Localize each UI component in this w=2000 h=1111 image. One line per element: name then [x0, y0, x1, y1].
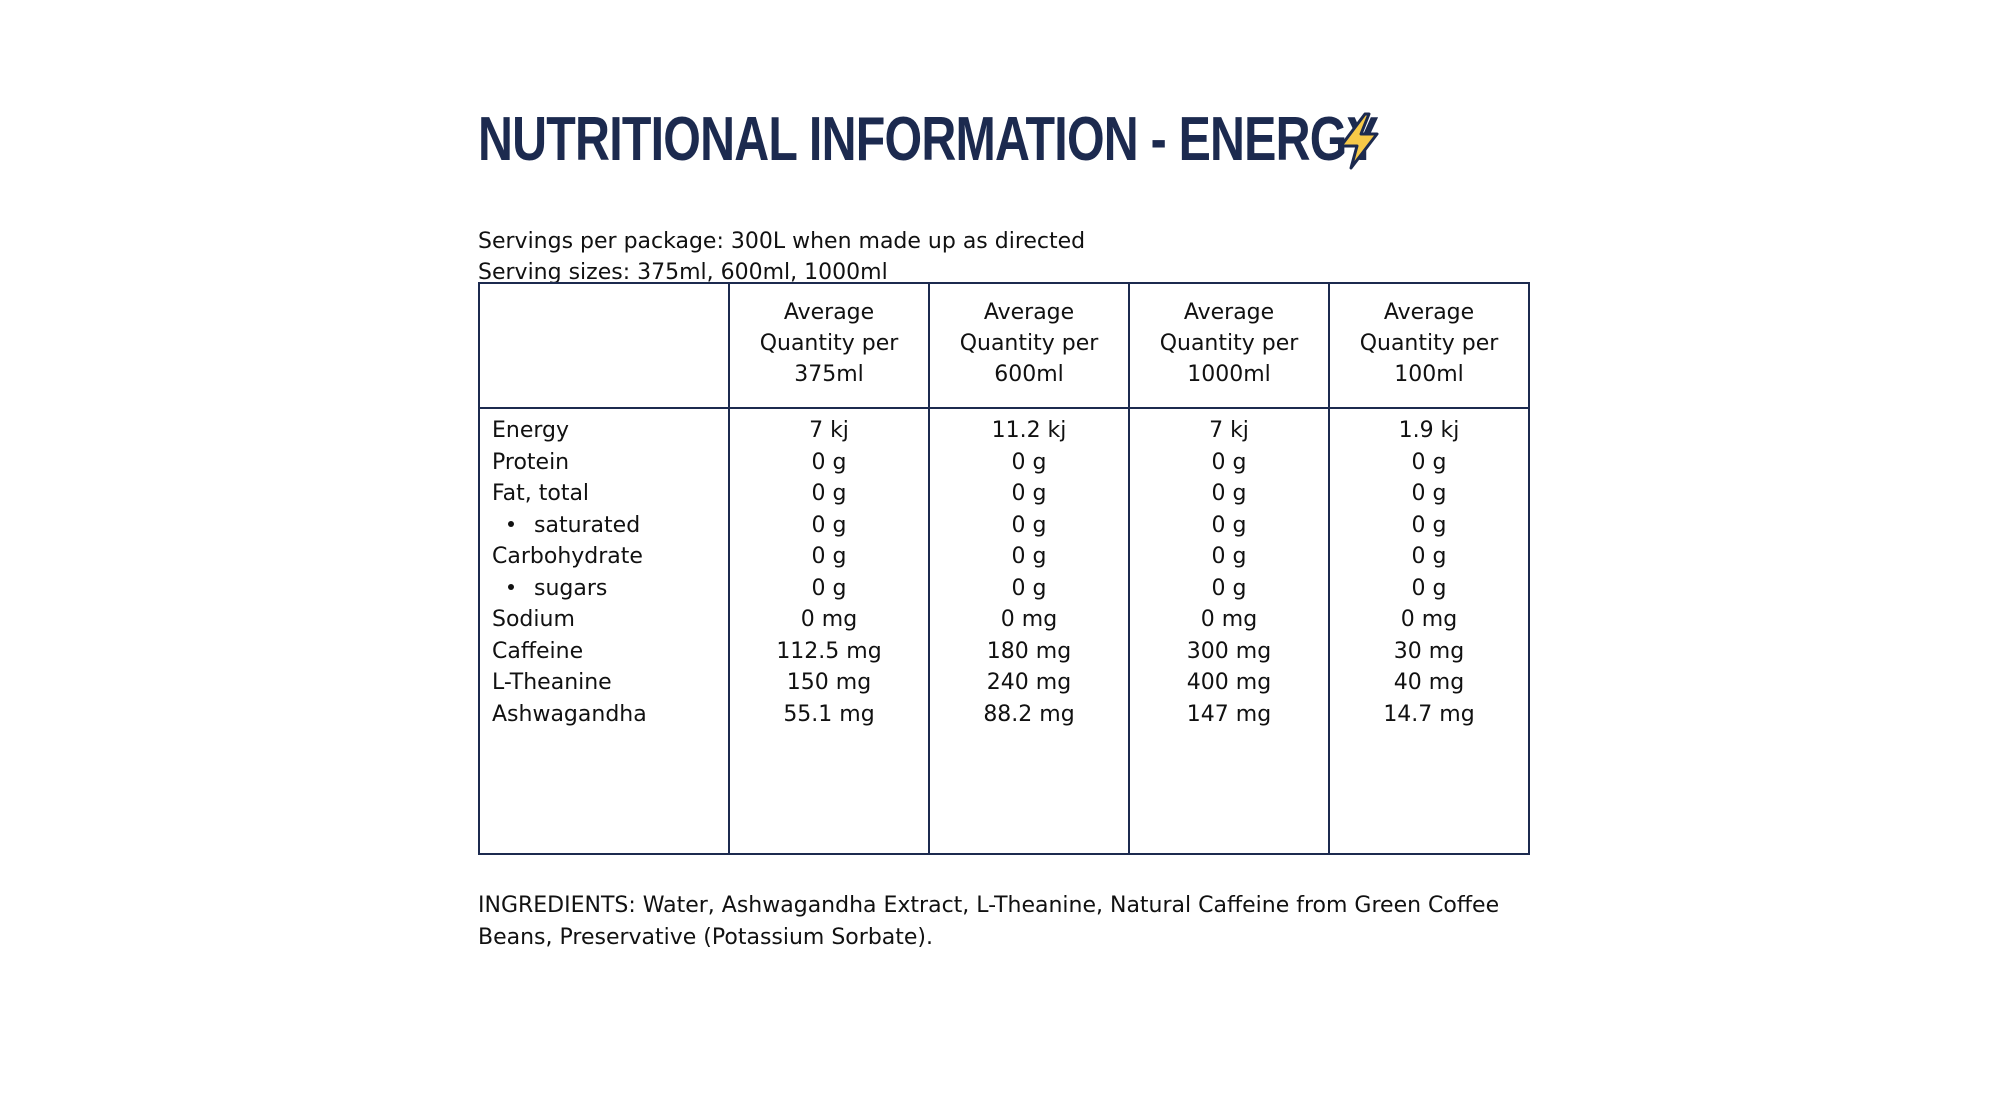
nutrient-value: 1.9 kj: [1398, 418, 1460, 443]
table-body-row: Energy Protein Fat, total saturated Carbohyd…: [478, 408, 1530, 854]
nutrient-label: Carbohydrate: [480, 541, 728, 573]
nutrient-label-text: Protein: [492, 449, 570, 475]
page-title: NUTRITIONAL INFORMATION - ENERGY: [478, 105, 1379, 174]
nutrient-label: Protein: [480, 447, 728, 479]
nutrient-value: 0 g: [1011, 512, 1047, 538]
nutrient-label-text: Ashwagandha: [492, 701, 647, 727]
nutrient-value: 0 g: [1411, 449, 1447, 475]
values-column-600ml: 11.2 kj 0 g 0 g 0 g 0 g 0 g 0 mg 180 mg 240 mg 88…: [928, 408, 1130, 854]
nutrient-value: 0 mg: [1200, 607, 1258, 632]
nutrient-value: 0 g: [811, 544, 847, 569]
nutrient-value: 147 mg: [1186, 701, 1272, 727]
header-line: Average: [1183, 300, 1275, 325]
nutrient-value: 0 g: [1211, 481, 1247, 506]
nutrient-value: 0 g: [1411, 575, 1447, 601]
header-line: Quantity per: [959, 331, 1099, 356]
header-line: Quantity per: [1159, 331, 1299, 356]
title-row: NUTRITIONAL INFORMATION - ENERGY: [478, 100, 1548, 180]
nutrient-label: Energy: [480, 415, 728, 447]
nutrient-value: 7 kj: [1209, 418, 1249, 443]
header-line: Quantity per: [1359, 331, 1499, 356]
nutrient-value: 150 mg: [786, 670, 872, 695]
nutrient-label: Caffeine: [480, 636, 728, 668]
nutrient-value: 14.7 mg: [1383, 701, 1475, 727]
nutrient-value: 88.2 mg: [983, 701, 1075, 727]
nutrient-label-text: Energy: [492, 418, 570, 443]
table-header-row: Average Quantity per 375ml Average Quant…: [478, 283, 1530, 409]
nutrient-value: 400 mg: [1186, 670, 1272, 695]
nutrition-table: Average Quantity per 375ml Average Quant…: [478, 282, 1530, 855]
nutrient-value: 30 mg: [1393, 638, 1465, 664]
nutrient-label: L-Theanine: [480, 667, 728, 699]
nutrient-label-column: Energy Protein Fat, total saturated Carbohyd…: [478, 408, 730, 854]
nutrient-value: 0 g: [1211, 575, 1247, 601]
ingredients-text: INGREDIENTS: Water, Ashwagandha Extract,…: [478, 893, 1500, 950]
nutrient-value: 11.2 kj: [991, 418, 1067, 443]
nutrient-label: sugars: [480, 573, 728, 605]
header-cell-375ml: Average Quantity per 375ml: [728, 283, 930, 409]
header-empty-cell: [478, 283, 730, 409]
nutrient-value: 0 g: [1011, 481, 1047, 506]
header-cell-600ml: Average Quantity per 600ml: [928, 283, 1130, 409]
nutrient-value: 112.5 mg: [776, 638, 882, 664]
header-line: 375ml: [794, 362, 864, 387]
nutrient-label-text: sugars: [534, 575, 608, 601]
nutrient-value: 0 mg: [800, 607, 858, 632]
nutrient-value: 0 g: [1411, 544, 1447, 569]
nutrient-value: 180 mg: [986, 638, 1072, 664]
serving-sizes: Serving sizes: 375ml, 600ml, 1000ml: [478, 260, 888, 285]
nutrient-value: 0 g: [811, 449, 847, 475]
nutrient-label: Sodium: [480, 604, 728, 636]
header-line: Quantity per: [759, 331, 899, 356]
nutrient-value: 0 g: [811, 575, 847, 601]
nutrient-value: 0 g: [1411, 481, 1447, 506]
nutrient-value: 0 g: [1011, 449, 1047, 475]
nutrient-value: 0 g: [1211, 512, 1247, 538]
nutrient-label: Fat, total: [480, 478, 728, 510]
nutrient-value: 0 g: [811, 481, 847, 506]
nutrient-value: 0 g: [1411, 512, 1447, 538]
nutrient-value: 240 mg: [986, 670, 1072, 695]
servings-info: Servings per package: 300L when made up …: [478, 226, 1085, 288]
nutrient-value: 40 mg: [1393, 670, 1465, 695]
header-line: Average: [983, 300, 1075, 325]
header-cell-1000ml: Average Quantity per 1000ml: [1128, 283, 1330, 409]
bullet-icon: [508, 583, 514, 590]
lightning-bolt-icon: [1339, 112, 1379, 170]
nutrient-value: 7 kj: [809, 418, 849, 443]
nutrient-value: 0 mg: [1000, 607, 1058, 632]
nutrition-panel: NUTRITIONAL INFORMATION - ENERGY Serving…: [478, 100, 1548, 950]
nutrient-label-text: saturated: [534, 512, 641, 538]
values-column-375ml: 7 kj 0 g 0 g 0 g 0 g 0 g 0 mg 112.5 mg 150 mg 55.…: [728, 408, 930, 854]
header-line: Average: [1383, 300, 1475, 325]
nutrient-value: 55.1 mg: [783, 701, 875, 727]
nutrient-value: 0 g: [1211, 449, 1247, 475]
nutrient-label-text: Caffeine: [492, 638, 584, 664]
nutrient-label: saturated: [480, 510, 728, 542]
nutrient-value: 0 g: [1011, 575, 1047, 601]
nutrient-value: 0 mg: [1400, 607, 1458, 632]
header-line: 100ml: [1394, 362, 1464, 387]
nutrient-value: 0 g: [1011, 544, 1047, 569]
nutrient-label-text: L-Theanine: [492, 670, 612, 695]
bullet-icon: [508, 520, 514, 527]
nutrient-label-text: Fat, total: [492, 481, 590, 506]
servings-per-package: Servings per package: 300L when made up …: [478, 229, 1086, 254]
nutrient-label-text: Sodium: [492, 607, 575, 632]
nutrient-label-text: Carbohydrate: [492, 544, 643, 569]
header-line: Average: [783, 300, 875, 325]
values-column-1000ml: 7 kj 0 g 0 g 0 g 0 g 0 g 0 mg 300 mg 400 mg 147 m…: [1128, 408, 1330, 854]
header-cell-100ml: Average Quantity per 100ml: [1328, 283, 1530, 409]
values-column-100ml: 1.9 kj 0 g 0 g 0 g 0 g 0 g 0 mg 30 mg 40 mg 14.7 …: [1328, 408, 1530, 854]
header-line: 600ml: [994, 362, 1064, 387]
nutrient-value: 0 g: [811, 512, 847, 538]
nutrient-value: 0 g: [1211, 544, 1247, 569]
header-line: 1000ml: [1187, 362, 1271, 387]
nutrient-label: Ashwagandha: [480, 699, 728, 731]
nutrient-value: 300 mg: [1186, 638, 1272, 664]
